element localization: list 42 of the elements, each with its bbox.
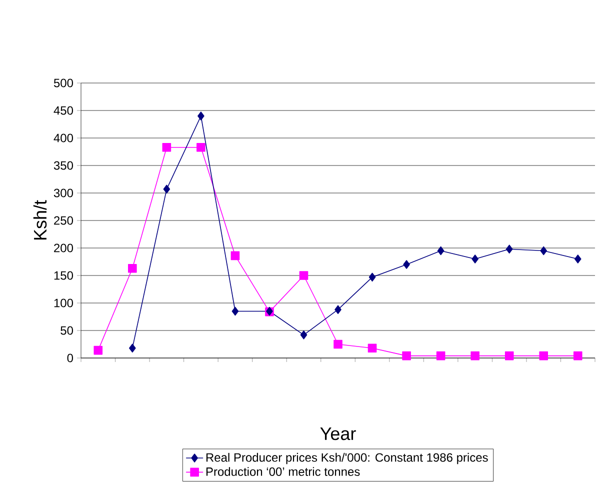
point (470, 351, 480, 360)
point (198, 112, 204, 120)
point (573, 351, 582, 360)
point (368, 344, 377, 352)
point (162, 142, 172, 152)
y-tick-label: 100 (54, 298, 74, 308)
y-axis-title: Ksh/t (33, 200, 47, 240)
point (129, 344, 136, 352)
x-axis-title: Year (320, 428, 356, 440)
y-tick-label: 150 (54, 271, 74, 280)
point (334, 340, 342, 349)
point (504, 351, 514, 360)
y-tick-label: 500 (54, 78, 74, 88)
y-tick-label: 200 (54, 244, 74, 252)
point (437, 246, 444, 256)
point (402, 351, 411, 360)
y-tick-label: 450 (54, 106, 74, 115)
point (128, 264, 137, 273)
y-tick-label: 250 (54, 216, 74, 225)
point (540, 246, 548, 256)
point (334, 305, 342, 314)
point (539, 351, 548, 360)
legend-label: Real Producer prices Ksh/'000: Constant 1986 prices (206, 452, 488, 464)
point (196, 142, 206, 152)
point (299, 271, 308, 280)
point (436, 351, 446, 360)
y-tick-label: 300 (54, 188, 74, 198)
point (232, 306, 239, 316)
point (230, 251, 240, 260)
y-tick-label: 350 (54, 161, 74, 170)
point (94, 346, 103, 355)
y-tick-label: 0 (67, 354, 74, 362)
legend-label: Production ‘00’ metric tonnes (206, 467, 360, 476)
point (506, 244, 513, 254)
point (368, 272, 376, 282)
y-tick-label: 400 (54, 134, 74, 142)
point (574, 254, 582, 264)
point (163, 184, 170, 194)
point (472, 254, 478, 264)
y-tick-label: 50 (60, 326, 74, 335)
point (403, 260, 410, 269)
point (300, 330, 308, 340)
